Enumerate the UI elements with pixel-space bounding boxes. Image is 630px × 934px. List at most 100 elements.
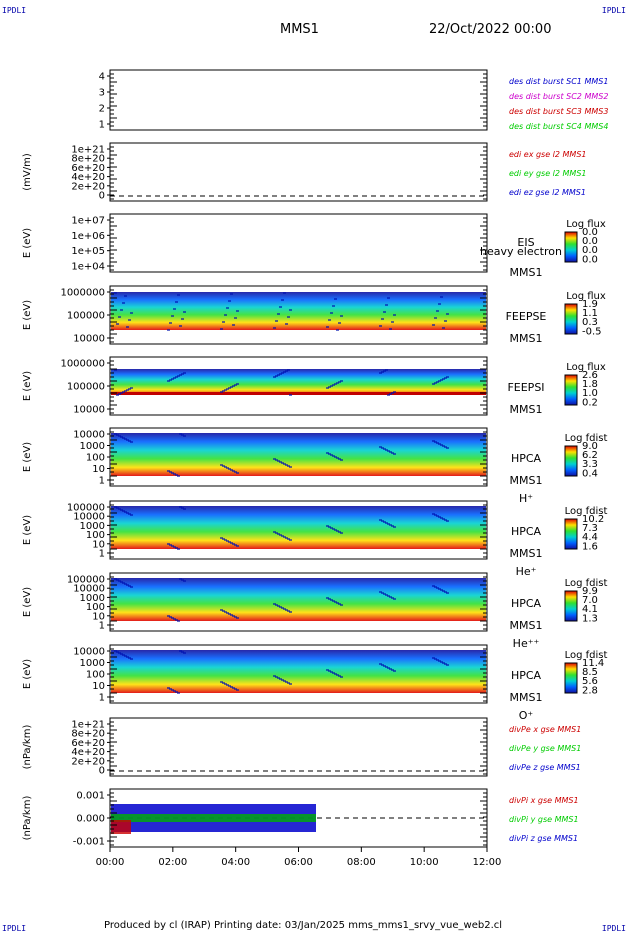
panel-7-speckle bbox=[179, 578, 182, 580]
panel-5-speckle bbox=[383, 448, 386, 450]
instrument-label: He⁺ bbox=[516, 565, 537, 578]
y-tick-label: 100000 bbox=[67, 575, 105, 586]
panel-6-speckle bbox=[326, 525, 329, 527]
legend-entry: edi ez gse l2 MMS1 bbox=[509, 188, 586, 197]
panel-6-speckle bbox=[334, 529, 337, 531]
y-tick-label: 100000 bbox=[67, 311, 105, 322]
panel-3-speckle bbox=[442, 327, 445, 329]
colorbar-tick: 0.4 bbox=[582, 468, 598, 479]
mission-title: MMS1 bbox=[280, 22, 319, 37]
panel-7-speckle bbox=[332, 600, 335, 602]
panel-6-speckle bbox=[340, 532, 343, 534]
panel-8-speckle bbox=[338, 675, 341, 677]
panel-3-speckle bbox=[232, 324, 235, 326]
panel-6-speckle bbox=[446, 520, 449, 522]
panel-3-speckle bbox=[389, 328, 392, 330]
panel-6-speckle bbox=[120, 509, 123, 511]
panel-8-speckle bbox=[330, 671, 333, 673]
panel-4-speckle bbox=[232, 385, 235, 387]
legend-entry: divPi y gse MMS1 bbox=[509, 815, 579, 824]
x-tick-label: 02:00 bbox=[158, 857, 187, 868]
panel-8-speckle bbox=[118, 652, 121, 654]
panel-6-speckle bbox=[175, 547, 178, 549]
y-axis-label: E (eV) bbox=[22, 659, 33, 689]
y-tick-label: 1000 bbox=[80, 593, 105, 604]
panel-5-speckle bbox=[126, 439, 129, 441]
y-tick-label: 1000 bbox=[80, 521, 105, 532]
panel-5-speckle bbox=[438, 443, 441, 445]
y-tick-label: 8e+20 bbox=[71, 729, 105, 740]
colorbar-tick: 2.6 bbox=[582, 370, 598, 381]
panel-6-speckle bbox=[122, 510, 125, 512]
panel-8-speckle bbox=[181, 651, 184, 653]
panel-3-speckle bbox=[181, 318, 184, 320]
colorbar bbox=[564, 303, 578, 335]
colorbar bbox=[564, 662, 578, 694]
overlay-text: heavy electron to bbox=[480, 245, 577, 258]
colorbar-tick: 2.8 bbox=[582, 685, 598, 696]
panel-5-speckle bbox=[130, 441, 133, 443]
panel-2-frame bbox=[109, 213, 488, 273]
instrument-label: HPCA bbox=[511, 525, 542, 538]
panel-4-speckle bbox=[440, 379, 443, 381]
panel-4-speckle bbox=[393, 391, 396, 393]
panel-6-speckle bbox=[173, 546, 176, 548]
panel-3-speckle bbox=[326, 326, 329, 328]
y-tick-label: 2 bbox=[99, 104, 105, 115]
panel-4-speckle bbox=[285, 370, 288, 372]
panel-6-speckle bbox=[285, 537, 288, 539]
panel-4-speckle bbox=[124, 390, 127, 392]
x-tick-label: 00:00 bbox=[96, 857, 125, 868]
panel-5-speckle bbox=[444, 446, 447, 448]
panel-6-speckle bbox=[379, 519, 382, 521]
y-tick-label: 10000 bbox=[73, 334, 105, 345]
panel-3-speckle bbox=[432, 324, 435, 326]
panel-6-speckle bbox=[277, 533, 280, 535]
colorbar bbox=[564, 231, 578, 263]
panel-7-speckle bbox=[334, 601, 337, 603]
panel-7-speckle bbox=[432, 585, 435, 587]
colorbar-title: Log flux bbox=[566, 291, 606, 302]
panel-5-speckle bbox=[273, 458, 276, 460]
y-axis-label: (mV/m) bbox=[22, 153, 33, 191]
panel-3-speckle bbox=[338, 322, 341, 324]
instrument-label: FEEPSE bbox=[506, 310, 547, 323]
panel-6-speckle bbox=[287, 538, 290, 540]
panel-5-speckle bbox=[432, 440, 435, 442]
instrument-label: He⁺⁺ bbox=[513, 637, 540, 650]
y-tick-label: 1000 bbox=[80, 441, 105, 452]
panel-4-speckle bbox=[334, 383, 337, 385]
colorbar-tick: 9.9 bbox=[582, 586, 598, 597]
y-tick-label: 1000000 bbox=[60, 288, 105, 299]
panel-5-speckle bbox=[385, 449, 388, 451]
panel-5-speckle bbox=[224, 466, 227, 468]
panel-7-speckle bbox=[381, 592, 384, 594]
panel-4-speckle bbox=[275, 375, 278, 377]
y-tick-label: 100 bbox=[86, 602, 105, 613]
y-axis-label: E (eV) bbox=[22, 442, 33, 472]
panel-5-speckle bbox=[440, 444, 443, 446]
panel-7-spectrogram bbox=[111, 578, 486, 621]
panel-8-speckle bbox=[128, 657, 131, 659]
panel-7-speckle bbox=[124, 583, 127, 585]
panel-7-speckle bbox=[340, 604, 343, 606]
panel-3-speckle bbox=[171, 315, 174, 317]
y-tick-label: 10 bbox=[92, 681, 105, 692]
panel-8-speckle bbox=[232, 687, 235, 689]
panel-6-speckle bbox=[391, 525, 394, 527]
panel-4-speckle bbox=[289, 394, 292, 396]
panel-7-speckle bbox=[224, 611, 227, 613]
y-tick-label: 0.000 bbox=[76, 814, 105, 825]
panel-4-speckle bbox=[330, 385, 333, 387]
panel-8-speckle bbox=[234, 688, 237, 690]
panel-3-speckle bbox=[444, 320, 447, 322]
colorbar-tick: 7.3 bbox=[582, 523, 598, 534]
y-tick-label: 1 bbox=[99, 621, 105, 632]
panel-8-speckle bbox=[389, 668, 392, 670]
panel-6-speckle bbox=[230, 542, 233, 544]
panel-5-speckle bbox=[171, 472, 174, 474]
panel-8-speckle bbox=[287, 682, 290, 684]
panel-8-speckle bbox=[230, 686, 233, 688]
panel-4-speckle bbox=[116, 394, 119, 396]
panel-7-speckle bbox=[222, 610, 225, 612]
